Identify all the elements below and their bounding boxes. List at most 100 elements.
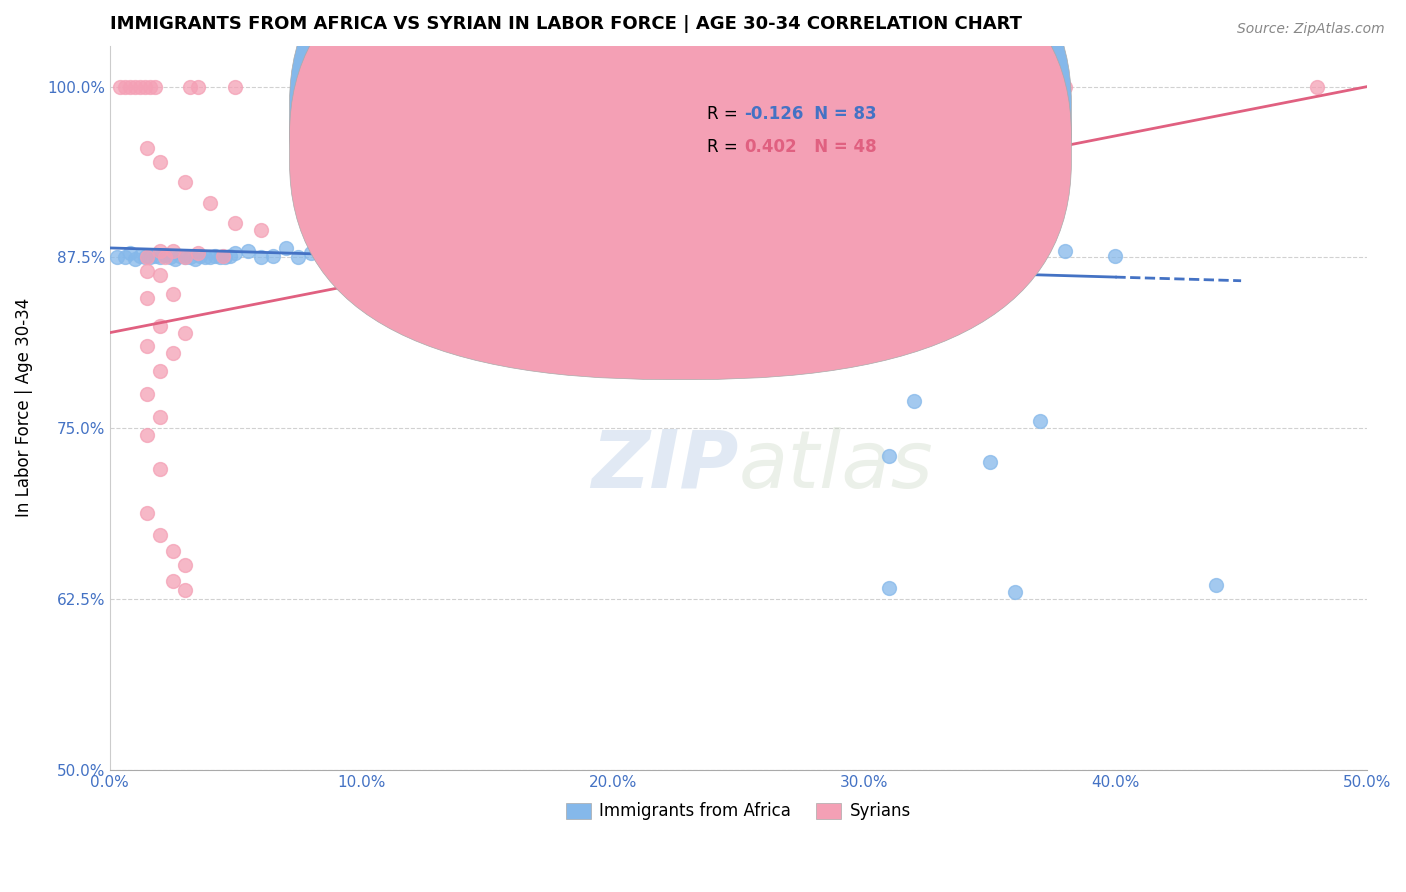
Point <box>124 79 146 94</box>
Point <box>1305 79 1327 94</box>
FancyBboxPatch shape <box>290 0 1071 380</box>
Point <box>236 244 259 258</box>
Point <box>214 251 236 265</box>
Point <box>249 251 271 265</box>
Point <box>426 249 449 263</box>
Point <box>136 506 159 520</box>
FancyBboxPatch shape <box>290 0 1071 348</box>
Point <box>134 79 156 94</box>
Point <box>475 251 498 265</box>
Point <box>187 79 209 94</box>
Point <box>179 79 201 94</box>
Point <box>136 141 159 155</box>
Point <box>124 252 146 266</box>
Point <box>437 246 460 260</box>
Point <box>149 462 172 476</box>
Point <box>803 251 825 265</box>
Text: N = 83: N = 83 <box>797 105 877 123</box>
Point <box>162 346 184 360</box>
Text: Source: ZipAtlas.com: Source: ZipAtlas.com <box>1237 22 1385 37</box>
Text: 0.402: 0.402 <box>745 138 797 156</box>
Point <box>153 251 176 265</box>
Point <box>903 394 925 409</box>
Legend: Immigrants from Africa, Syrians: Immigrants from Africa, Syrians <box>560 796 917 827</box>
Point <box>194 251 217 265</box>
Point <box>627 249 650 263</box>
Point <box>219 249 242 263</box>
Point <box>877 449 900 463</box>
Point <box>640 251 662 265</box>
Point <box>551 251 574 265</box>
Point <box>413 251 436 265</box>
Point <box>139 79 162 94</box>
Point <box>174 251 197 265</box>
Point <box>664 249 686 263</box>
Point <box>778 249 800 263</box>
Point <box>501 249 523 263</box>
Point <box>375 249 398 263</box>
Point <box>139 251 162 265</box>
Point <box>727 274 749 288</box>
Point <box>853 251 876 265</box>
Point <box>538 249 561 263</box>
Point <box>1029 415 1052 429</box>
Point <box>209 251 232 265</box>
Point <box>174 175 197 189</box>
Point <box>174 326 197 340</box>
Point <box>287 251 309 265</box>
Text: R =: R = <box>707 105 742 123</box>
Point <box>401 246 423 260</box>
Text: atlas: atlas <box>738 426 934 505</box>
Point <box>149 410 172 425</box>
Point <box>765 251 787 265</box>
Point <box>337 244 360 258</box>
Point <box>513 249 536 263</box>
Point <box>118 79 141 94</box>
Point <box>363 249 385 263</box>
Point <box>877 251 900 265</box>
Text: ZIP: ZIP <box>591 426 738 505</box>
Point <box>928 251 950 265</box>
Point <box>149 318 172 333</box>
Point <box>224 246 246 260</box>
Point <box>752 249 775 263</box>
Text: N = 48: N = 48 <box>797 138 877 156</box>
Point <box>149 244 172 258</box>
Point <box>149 268 172 283</box>
Point <box>114 251 136 265</box>
Point <box>129 249 152 263</box>
Point <box>602 249 624 263</box>
Point <box>325 251 347 265</box>
Point <box>1054 244 1077 258</box>
Point <box>200 251 222 265</box>
Point <box>136 292 159 306</box>
Text: -0.126: -0.126 <box>745 105 804 123</box>
Point <box>136 428 159 442</box>
Point <box>153 248 176 262</box>
Point <box>853 268 876 283</box>
Point <box>169 249 191 263</box>
Point <box>714 249 737 263</box>
Point <box>388 251 411 265</box>
Point <box>162 544 184 558</box>
Text: R =: R = <box>707 138 742 156</box>
Point <box>136 387 159 401</box>
Point <box>159 251 181 265</box>
Point <box>162 287 184 301</box>
Point <box>174 558 197 572</box>
Point <box>136 251 159 265</box>
Point <box>136 264 159 278</box>
Point <box>602 79 624 94</box>
Point <box>890 251 912 265</box>
Point <box>174 582 197 597</box>
Point <box>676 249 699 263</box>
Point <box>187 246 209 260</box>
Point <box>224 216 246 230</box>
Point <box>200 195 222 210</box>
Point <box>143 79 166 94</box>
Point <box>1054 79 1077 94</box>
Point <box>614 251 637 265</box>
Point <box>136 339 159 353</box>
Point <box>188 249 211 263</box>
Point <box>350 241 373 255</box>
